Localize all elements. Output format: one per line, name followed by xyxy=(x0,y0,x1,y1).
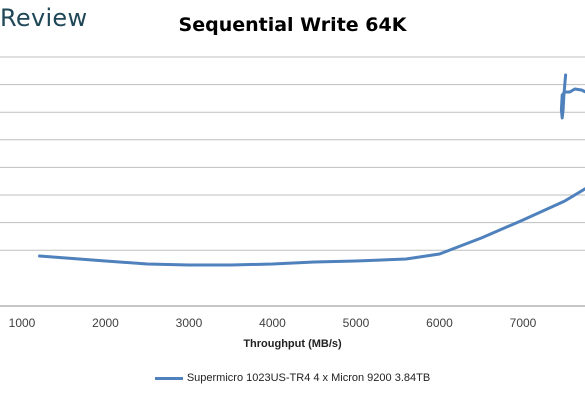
x-tick-label: 2000 xyxy=(92,316,119,330)
chart-title: Sequential Write 64K xyxy=(178,14,407,36)
x-tick-label: 7000 xyxy=(510,316,537,330)
x-tick-label: 3000 xyxy=(176,316,203,330)
x-tick-label: 6000 xyxy=(426,316,453,330)
legend-swatch xyxy=(154,376,183,380)
x-tick-label: 4000 xyxy=(259,316,286,330)
legend: Supermicro 1023US-TR4 4 x Micron 9200 3.… xyxy=(0,372,585,384)
series-line-0 xyxy=(38,187,585,267)
x-tick-label: 5000 xyxy=(343,316,370,330)
series-line-1 xyxy=(559,73,585,120)
x-tick-label: 1000 xyxy=(9,316,36,330)
x-axis-label: Throughput (MB/s) xyxy=(243,338,342,350)
brand-wordmark: Review xyxy=(0,4,88,32)
legend-label: Supermicro 1023US-TR4 4 x Micron 9200 3.… xyxy=(186,372,431,384)
